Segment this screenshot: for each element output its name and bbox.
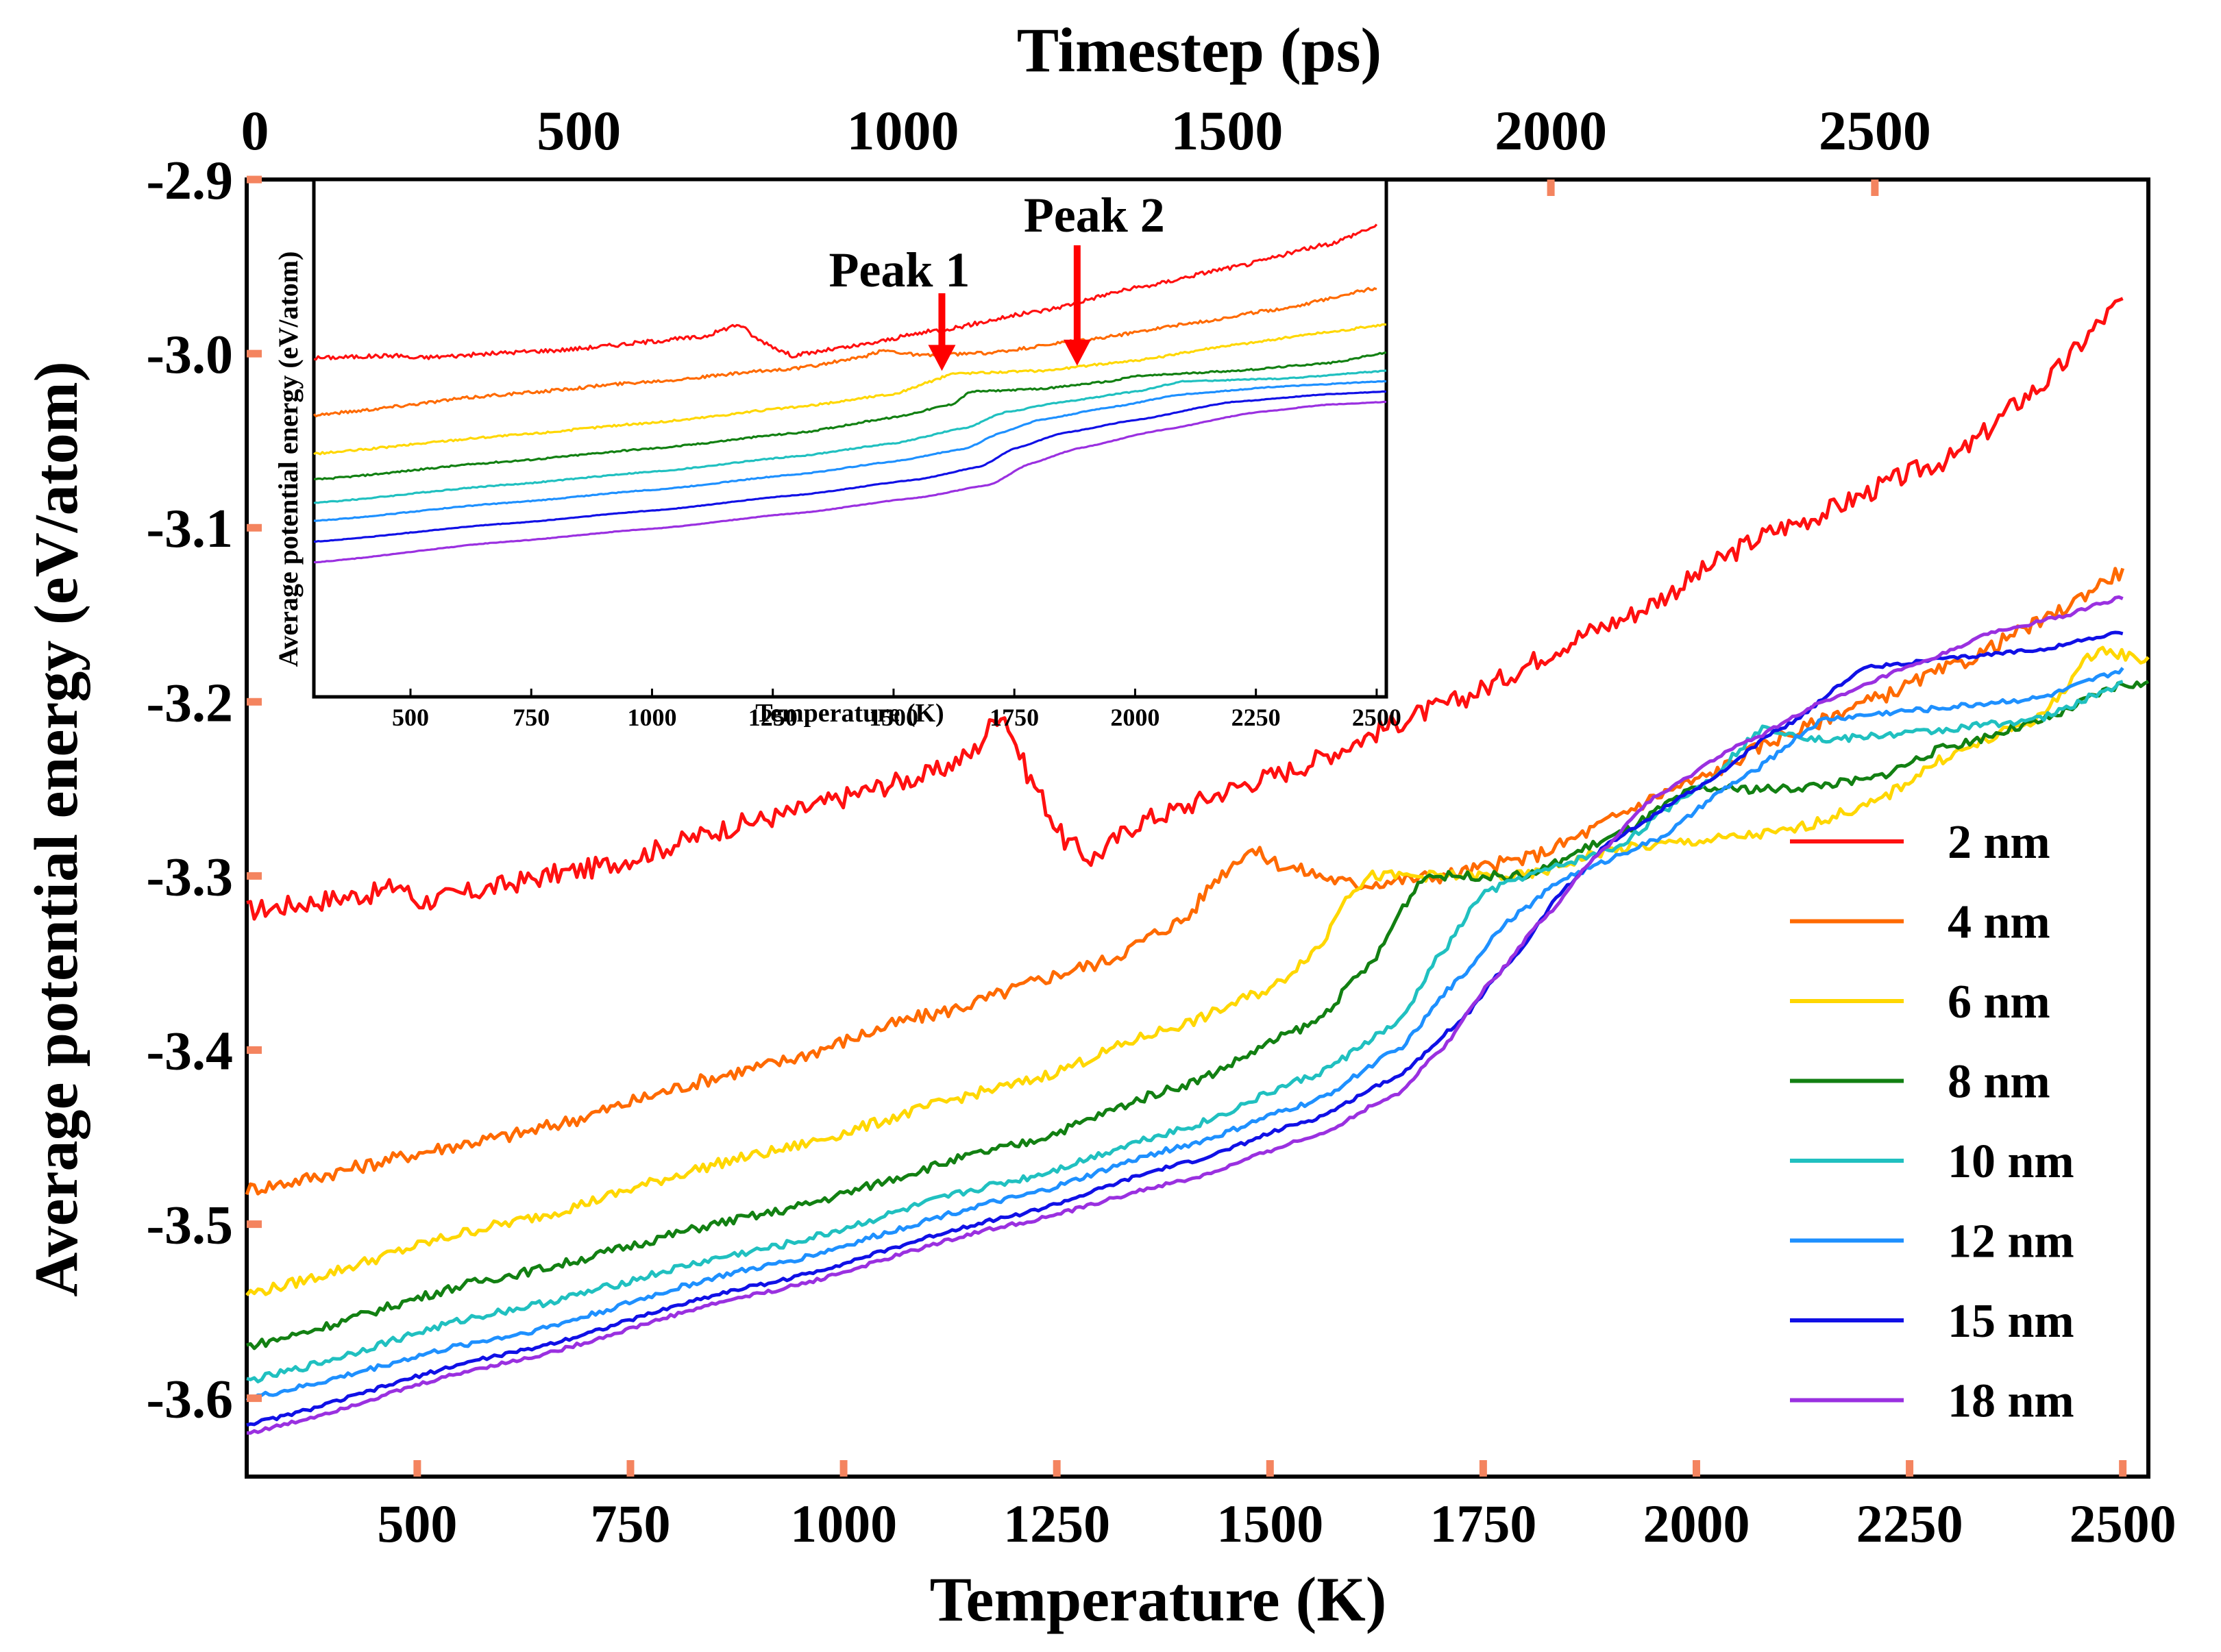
inset-annotations-group: Peak 1 Peak 2 xyxy=(829,188,1165,371)
series-line-4-nm xyxy=(245,567,2125,1196)
top-tick-label: 1000 xyxy=(847,99,959,162)
series-line-18-nm xyxy=(246,595,2124,1435)
x-tick-label: 1250 xyxy=(1003,1494,1110,1553)
x-tick-label: 1000 xyxy=(790,1494,897,1553)
inset-x-axis-title: Temperature (K) xyxy=(755,699,944,728)
inset-series-line-8-nm xyxy=(314,352,1387,481)
y-tick-label: -3.6 xyxy=(146,1370,233,1430)
series-line-12-nm xyxy=(245,667,2124,1402)
legend-label: 15 nm xyxy=(1948,1295,2074,1348)
top-tick-label: 500 xyxy=(537,99,621,162)
x-tick-label: 2000 xyxy=(1643,1494,1750,1553)
y-tick-label: -2.9 xyxy=(146,151,233,211)
series-line-10-nm xyxy=(246,680,2124,1383)
inset-y-axis-title: Average potential energy (eV/atom) xyxy=(273,251,304,667)
inset-x-tick-label: 500 xyxy=(392,704,429,731)
peak-label: Peak 2 xyxy=(1024,188,1165,243)
inset-series-line-10-nm xyxy=(313,369,1387,504)
main-ticks-group: 500 750 1000 1250 1500 1750 2000 2250 2500 -2.9 -3… xyxy=(146,99,2176,1553)
legend-label: 12 nm xyxy=(1948,1216,2074,1268)
inset-frame xyxy=(312,177,1388,699)
series-line-2-nm xyxy=(246,297,2124,921)
main-series-group xyxy=(245,297,2150,1435)
y-tick-label: -3.1 xyxy=(146,499,233,559)
legend-label: 4 nm xyxy=(1948,896,2050,949)
inset-series-line-4-nm xyxy=(312,286,1377,418)
inset-series-line-15-nm xyxy=(313,390,1387,543)
peak-arrow-head xyxy=(928,345,956,371)
x-tick-label: 2250 xyxy=(1856,1494,1963,1553)
y-tick-label: -3.5 xyxy=(146,1196,233,1256)
series-line-6-nm xyxy=(245,645,2150,1296)
y-tick-label: -3.4 xyxy=(146,1021,233,1081)
y-tick-label: -3.0 xyxy=(146,325,233,385)
y-tick-label: -3.3 xyxy=(146,847,233,907)
inset-x-tick-label: 1000 xyxy=(627,704,676,731)
inset-x-tick-label: 2500 xyxy=(1352,704,1401,731)
top-tick-label: 1500 xyxy=(1170,99,1283,162)
x-axis-title: Temperature (K) xyxy=(930,1564,1387,1634)
x-tick-label: 2500 xyxy=(2070,1494,2176,1553)
inset-series-group xyxy=(312,223,1387,564)
legend-label: 6 nm xyxy=(1948,976,2050,1028)
y-axis-title: Average potential energy (eV/atom) xyxy=(23,361,90,1296)
inset-series-line-18-nm xyxy=(313,400,1387,564)
inset-series-line-6-nm xyxy=(313,323,1387,456)
x-tick-label: 1750 xyxy=(1429,1494,1536,1553)
inset-x-tick-label: 2250 xyxy=(1231,704,1281,731)
x-tick-label: 500 xyxy=(377,1494,457,1553)
top-tick-label: 2000 xyxy=(1495,99,1607,162)
y-tick-label: -3.2 xyxy=(146,673,233,733)
inset-ticks-group: 500 750 1000 1250 1500 1750 2000 2250 2500 xyxy=(392,689,1401,731)
top-tick-label: 0 xyxy=(241,99,269,162)
inset-x-tick-label: 1500 xyxy=(869,704,918,731)
legend: 2 nm 4 nm 6 nm 8 nm 10 nm 12 nm 15 nm 18 nm xyxy=(1790,816,2074,1428)
x-tick-label: 750 xyxy=(590,1494,670,1553)
top-axis-title: Timestep (ps) xyxy=(1017,15,1382,85)
series-line-8-nm xyxy=(246,680,2150,1351)
inset-series-line-12-nm xyxy=(313,380,1387,522)
top-tick-label: 2500 xyxy=(1819,99,1931,162)
legend-label: 2 nm xyxy=(1948,816,2050,869)
peak-arrow-head xyxy=(1063,339,1091,366)
x-tick-label: 1500 xyxy=(1216,1494,1323,1553)
inset-x-tick-label: 750 xyxy=(513,704,550,731)
peak-label: Peak 1 xyxy=(829,243,970,297)
inset-series-line-2-nm xyxy=(313,223,1378,361)
inset-x-tick-label: 1250 xyxy=(748,704,798,731)
legend-label: 10 nm xyxy=(1948,1135,2074,1188)
legend-label: 8 nm xyxy=(1948,1056,2050,1109)
inset-x-tick-label: 1750 xyxy=(990,704,1039,731)
inset-x-tick-label: 2000 xyxy=(1110,704,1159,731)
legend-label: 18 nm xyxy=(1948,1375,2074,1428)
